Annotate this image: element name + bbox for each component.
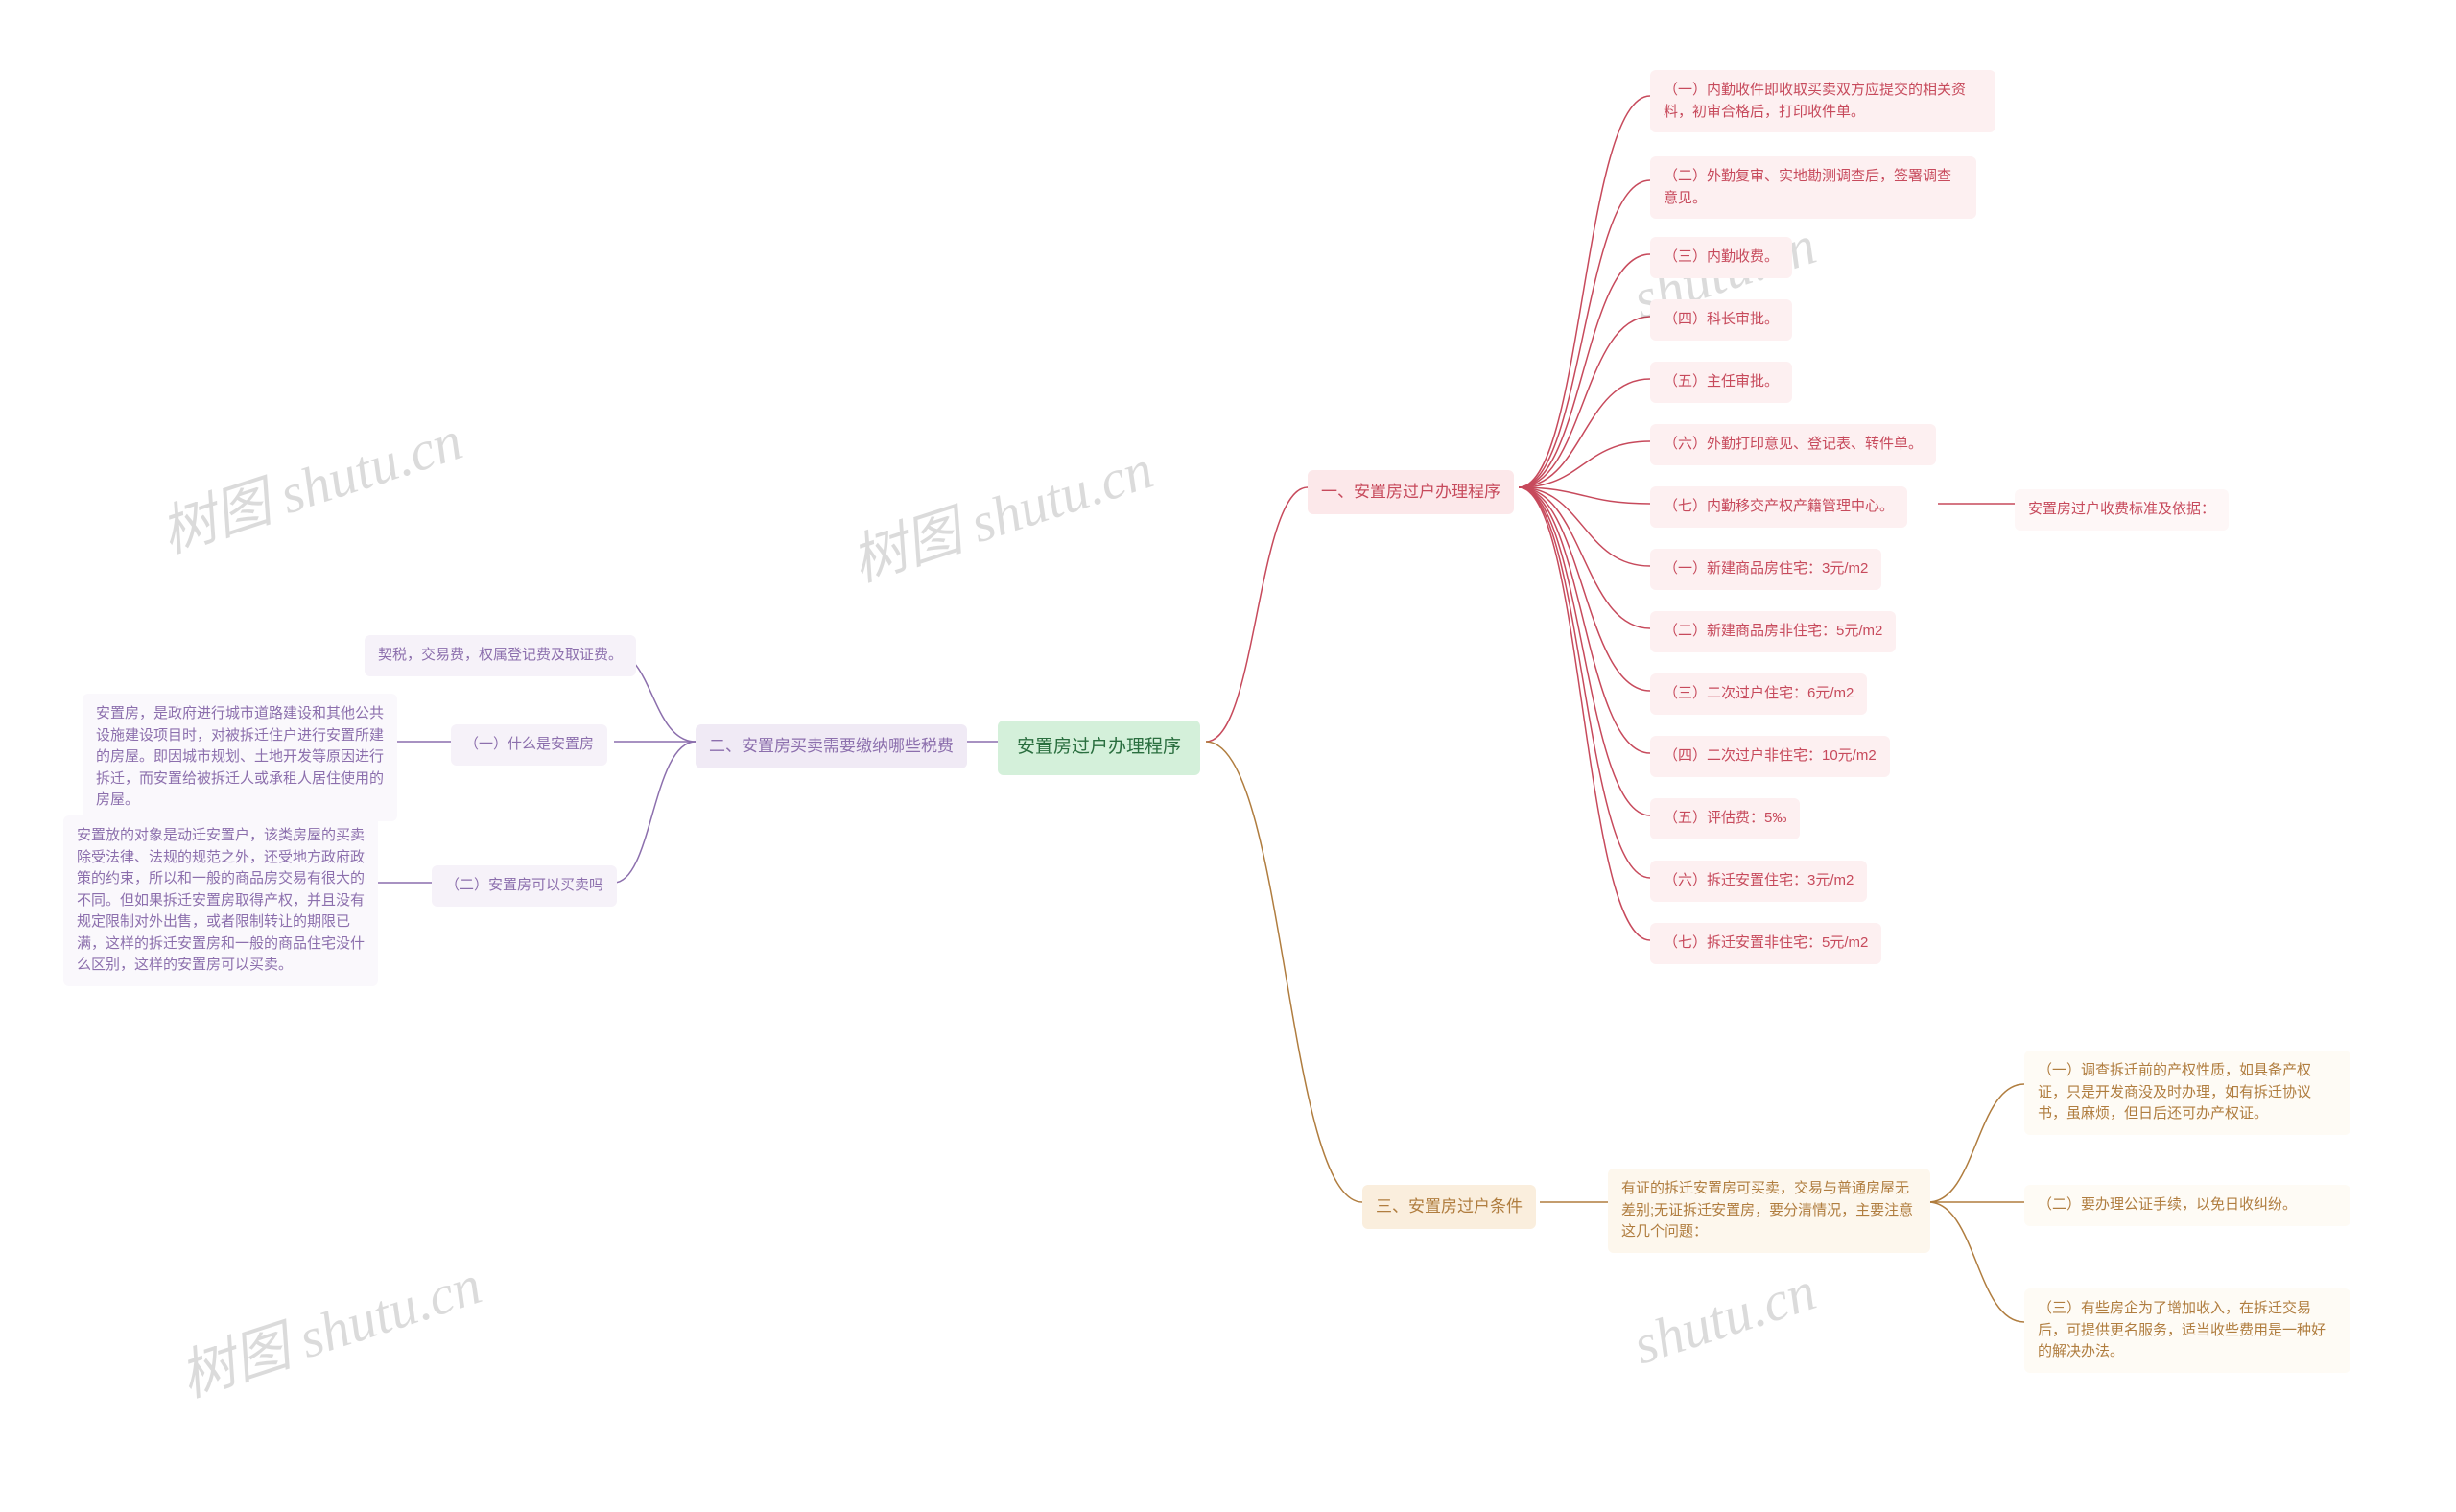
branch1-leaf: 安置房过户收费标准及依据： — [2015, 489, 2229, 531]
branch2-leaf: 安置房，是政府进行城市道路建设和其他公共设施建设项目时，对被拆迁住户进行安置所建… — [83, 694, 397, 821]
watermark: 树图 shutu.cn — [839, 424, 1161, 597]
branch1-item: （五）评估费：5‰ — [1650, 798, 1800, 839]
branch1-item: （二）新建商品房非住宅：5元/m2 — [1650, 611, 1896, 652]
branch1-item: （七）内勤移交产权产籍管理中心。 — [1650, 486, 1907, 528]
branch1-item: （一）新建商品房住宅：3元/m2 — [1650, 549, 1881, 590]
branch1-item: （七）拆迁安置非住宅：5元/m2 — [1650, 923, 1881, 964]
branch2-node: 二、安置房买卖需要缴纳哪些税费 — [696, 724, 967, 768]
watermark: shutu.cn — [1625, 1259, 1823, 1378]
branch1-item: （三）二次过户住宅：6元/m2 — [1650, 673, 1867, 715]
branch1-item: （一）内勤收件即收取买卖双方应提交的相关资料，初审合格后，打印收件单。 — [1650, 70, 1996, 132]
branch2-leaf: 安置放的对象是动迁安置户，该类房屋的买卖除受法律、法规的规范之外，还受地方政府政… — [63, 815, 378, 986]
branch3-item: （二）要办理公证手续，以免日收纠纷。 — [2024, 1185, 2350, 1226]
watermark: 树图 shutu.cn — [149, 395, 470, 568]
branch2-item: 契税，交易费，权属登记费及取证费。 — [365, 635, 636, 676]
branch1-item: （四）科长审批。 — [1650, 299, 1792, 341]
branch3-sub: 有证的拆迁安置房可买卖，交易与普通房屋无差别;无证拆迁安置房，要分清情况，主要注… — [1608, 1169, 1930, 1253]
branch3-item: （三）有些房企为了增加收入，在拆迁交易后，可提供更名服务，适当收些费用是一种好的… — [2024, 1288, 2350, 1373]
branch3-item: （一）调查拆迁前的产权性质，如具备产权证，只是开发商没及时办理，如有拆迁协议书，… — [2024, 1051, 2350, 1135]
branch1-item: （六）拆迁安置住宅：3元/m2 — [1650, 861, 1867, 902]
branch1-item: （二）外勤复审、实地勘测调查后，签署调查意见。 — [1650, 156, 1976, 219]
branch2-item: （二）安置房可以买卖吗 — [432, 865, 617, 907]
watermark: 树图 shutu.cn — [168, 1240, 489, 1412]
branch1-item: （四）二次过户非住宅：10元/m2 — [1650, 736, 1890, 777]
root-node: 安置房过户办理程序 — [998, 721, 1200, 775]
branch1-item: （五）主任审批。 — [1650, 362, 1792, 403]
branch1-node: 一、安置房过户办理程序 — [1308, 470, 1514, 514]
branch2-item: （一）什么是安置房 — [451, 724, 607, 766]
branch3-node: 三、安置房过户条件 — [1362, 1185, 1536, 1229]
branch1-item: （三）内勤收费。 — [1650, 237, 1792, 278]
branch1-item: （六）外勤打印意见、登记表、转件单。 — [1650, 424, 1936, 465]
